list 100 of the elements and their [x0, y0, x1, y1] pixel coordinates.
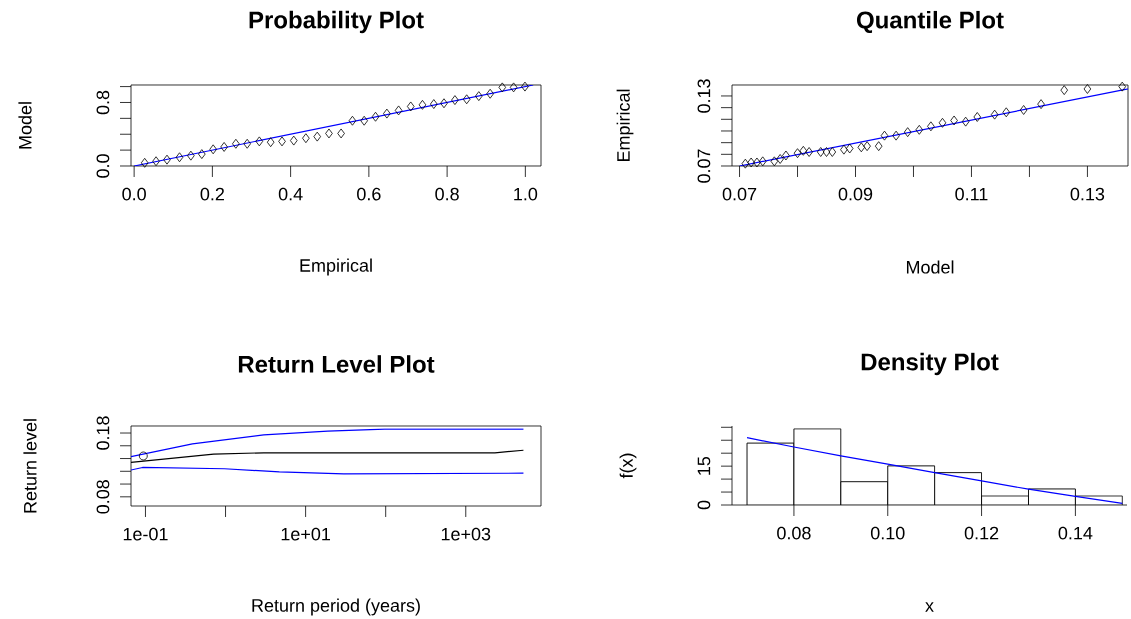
point	[961, 116, 970, 127]
point	[799, 145, 808, 156]
y-tick-label: 0.8	[96, 90, 110, 115]
chart-title: Probability Plot	[249, 10, 424, 34]
x-tick-label: 0.0	[122, 187, 146, 201]
y-tick-label: 0.0	[96, 154, 110, 178]
point	[325, 128, 333, 139]
point	[741, 158, 750, 169]
x-tick-label: 0.2	[200, 187, 224, 201]
y-tick-label: 15	[697, 456, 711, 475]
point	[220, 142, 228, 152]
point	[209, 144, 217, 155]
point	[782, 150, 790, 161]
point	[950, 115, 958, 126]
point	[747, 157, 755, 168]
point	[302, 133, 310, 144]
point	[360, 115, 368, 126]
x-tick-label: 0.13	[1070, 187, 1105, 201]
point	[198, 149, 206, 159]
y-axis-title: Empirical	[616, 89, 634, 162]
point	[266, 137, 275, 148]
y-tick-label: 0.18	[96, 416, 110, 450]
point	[776, 154, 784, 164]
y-axis-title: Model	[18, 102, 32, 149]
point	[1118, 81, 1126, 92]
x-axis-title: Return period (years)	[252, 598, 420, 616]
point	[418, 99, 427, 110]
point	[163, 154, 171, 165]
point	[1002, 107, 1011, 118]
x-tick-label: 0.4	[278, 187, 303, 201]
point	[938, 117, 947, 128]
x-tick-label: 0.10	[870, 526, 905, 540]
point	[880, 130, 889, 141]
point	[1019, 105, 1028, 115]
point	[840, 144, 848, 155]
point	[793, 148, 802, 159]
point	[509, 82, 518, 93]
point	[874, 141, 883, 152]
x-tick-label: 0.07	[722, 187, 757, 201]
point	[845, 143, 854, 154]
point	[430, 99, 438, 109]
y-tick-label: 0	[697, 500, 711, 510]
point	[232, 138, 240, 149]
point	[475, 91, 483, 102]
point	[451, 95, 459, 105]
point	[521, 81, 529, 92]
point	[892, 130, 900, 141]
x-tick-label: 0.09	[838, 187, 873, 201]
point	[140, 157, 149, 168]
point	[990, 109, 999, 120]
y-axis-title: Return level	[23, 419, 37, 513]
point	[973, 112, 982, 122]
y-axis-title: f(x)	[619, 453, 637, 479]
point	[243, 138, 251, 149]
x-tick-label: 0.12	[964, 526, 999, 540]
point	[486, 88, 494, 99]
point	[152, 156, 160, 167]
point	[758, 156, 767, 167]
point	[289, 135, 298, 146]
point	[406, 101, 415, 112]
chart-title: Return Level Plot	[238, 355, 435, 373]
x-tick-label: 0.08	[777, 526, 811, 540]
point	[255, 136, 264, 147]
chart-title: Density Plot	[861, 352, 999, 376]
line-series	[746, 437, 1123, 505]
point	[1083, 84, 1092, 94]
point	[816, 147, 825, 157]
point	[348, 115, 357, 126]
point	[915, 124, 924, 135]
point	[462, 94, 471, 105]
point	[903, 127, 912, 138]
x-axis-title: Empirical	[300, 258, 372, 276]
point	[498, 82, 507, 93]
point	[1037, 99, 1045, 110]
x-axis-title: x	[925, 602, 934, 612]
x-tick-label: 0.14	[1058, 526, 1093, 540]
point	[1060, 85, 1068, 96]
point	[440, 98, 448, 109]
y-tick-label: 0.08	[96, 480, 110, 514]
point	[175, 152, 184, 163]
point	[770, 156, 779, 167]
point	[278, 136, 286, 147]
point	[383, 108, 391, 119]
x-tick-label: 1.0	[514, 187, 538, 201]
point	[805, 147, 813, 157]
x-axis-title: Model	[906, 260, 954, 274]
point	[857, 142, 866, 153]
point	[337, 128, 345, 139]
chart-title: Quantile Plot	[856, 10, 1004, 34]
x-tick-label: 0.11	[955, 187, 988, 201]
point	[313, 131, 321, 142]
x-tick-label: 0.6	[357, 187, 381, 201]
x-tick-label: 1e+01	[281, 527, 331, 541]
y-tick-label: 0.13	[697, 79, 711, 113]
point	[927, 121, 935, 132]
point	[371, 111, 380, 122]
point	[394, 105, 403, 116]
x-tick-label: 0.8	[435, 187, 459, 201]
x-tick-label: 1e+03	[441, 527, 491, 541]
point	[753, 157, 761, 168]
